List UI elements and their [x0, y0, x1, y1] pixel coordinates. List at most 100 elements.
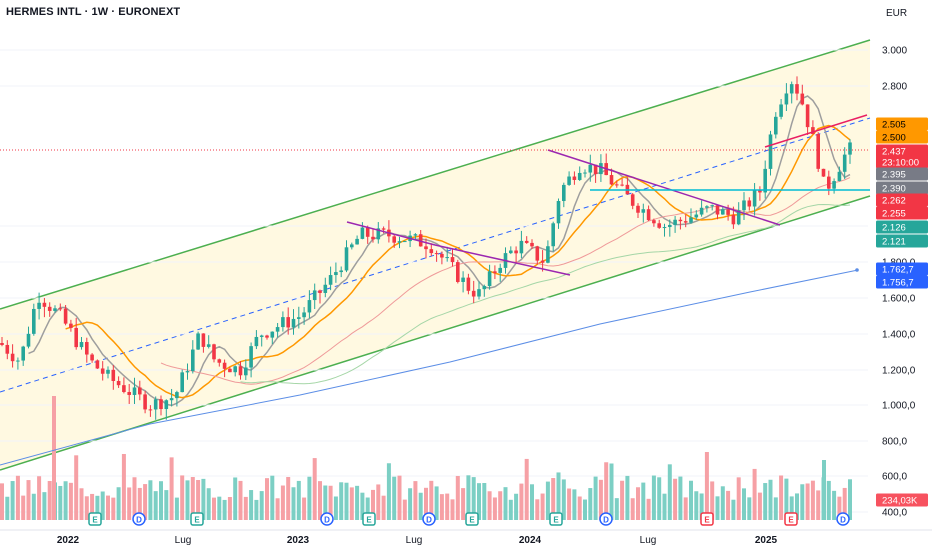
event-marker-label: E [92, 516, 98, 525]
candle-body [26, 333, 31, 347]
candle-body [636, 205, 640, 213]
volume-bar [116, 487, 121, 520]
candle-body [694, 214, 699, 218]
event-marker-e[interactable]: E [549, 512, 563, 526]
candle-body [191, 349, 195, 372]
candle-body [678, 219, 683, 222]
volume-bar [556, 472, 561, 520]
candle-body [365, 227, 370, 237]
candle-body [95, 360, 100, 369]
earnings-marker-shape [190, 512, 204, 526]
volume-bar [434, 486, 439, 520]
event-marker-d[interactable]: D [836, 512, 850, 526]
candle-body [583, 172, 587, 174]
event-marker-e[interactable]: E [784, 512, 798, 526]
volume-bar [5, 496, 10, 520]
event-marker-e[interactable]: E [465, 512, 479, 526]
price-badge-label: 23:10:00 [882, 158, 919, 169]
volume-bar [222, 499, 227, 520]
y-tick-label: 3.000 [882, 46, 907, 57]
volume-bar [371, 489, 375, 520]
candle-body [328, 275, 333, 285]
candle-body [827, 176, 831, 189]
event-marker-e[interactable]: E [362, 512, 376, 526]
candle-body [79, 342, 84, 348]
event-marker-label: D [426, 516, 432, 525]
price-badge-label: 1.762,7 [882, 265, 914, 276]
candle-body [795, 84, 799, 94]
event-marker-d[interactable]: D [320, 512, 334, 526]
candle-body [805, 104, 810, 128]
event-marker-d[interactable]: D [132, 512, 146, 526]
candle-body [440, 253, 444, 258]
volume-bar [238, 480, 243, 520]
candle-body [418, 234, 423, 247]
volume-bar [52, 396, 56, 520]
price-badge: 2.505 [876, 117, 928, 131]
volume-bar [461, 488, 466, 520]
volume-bar [614, 498, 619, 520]
event-marker-e[interactable]: E [190, 512, 204, 526]
candle-body [673, 219, 677, 225]
candle-body [376, 228, 381, 240]
volume-bar [498, 491, 503, 520]
candle-body [731, 214, 736, 225]
candle-body [212, 344, 216, 360]
volume-bar [190, 477, 195, 520]
candle-body [180, 372, 184, 393]
volume-bar [773, 497, 778, 520]
candle-body [127, 392, 131, 395]
volume-bar [508, 499, 513, 520]
candle-body [683, 221, 688, 223]
price-badge-label: 2.390 [882, 184, 906, 195]
candle-body [222, 362, 227, 369]
volume-bar [609, 463, 614, 520]
event-marker-e[interactable]: E [700, 512, 714, 526]
candle-body [747, 200, 752, 207]
event-marker-label: E [704, 516, 710, 525]
candle-body [138, 387, 142, 395]
volume-bar [302, 497, 307, 520]
volume-bar [561, 479, 566, 520]
candle-body [392, 236, 396, 243]
volume-bar [572, 489, 577, 520]
price-badge-bg [876, 117, 928, 131]
volume-bar [752, 468, 757, 520]
drawing-lines-group [0, 114, 870, 276]
volume-bar [265, 478, 269, 520]
event-marker-label: D [136, 516, 142, 525]
candle-body [185, 371, 190, 373]
volume-bar [816, 490, 821, 520]
volume-bar [15, 475, 20, 520]
volume-bar [132, 477, 137, 520]
volume-bar [408, 488, 413, 520]
volume-bar [720, 486, 725, 520]
candle-body [588, 164, 593, 173]
candle-body [344, 247, 349, 271]
candle-body [259, 335, 264, 337]
volume-bar [625, 475, 630, 520]
y-tick-label: 600,0 [882, 472, 907, 483]
candle-body [201, 333, 206, 347]
candle-body [774, 116, 778, 135]
volume-bar [540, 493, 545, 520]
candle-body [397, 241, 402, 243]
ma-longer-line [240, 203, 851, 385]
event-marker-d[interactable]: D [422, 512, 436, 526]
candle-body [164, 400, 169, 410]
earnings-marker-shape [362, 512, 376, 526]
event-marker-d[interactable]: D [599, 512, 613, 526]
price-badge-bg [876, 220, 928, 234]
volume-bar [514, 493, 519, 520]
volume-bar [413, 481, 418, 520]
candle-body [811, 127, 815, 135]
event-marker-e[interactable]: E [88, 512, 102, 526]
volume-bar [212, 497, 216, 520]
candle-body [615, 184, 619, 186]
earnings-marker-shape [549, 512, 563, 526]
volume-bar [291, 487, 296, 520]
price-badge: 2.121 [876, 234, 928, 248]
candle-body [710, 205, 714, 207]
candle-body [837, 171, 842, 182]
